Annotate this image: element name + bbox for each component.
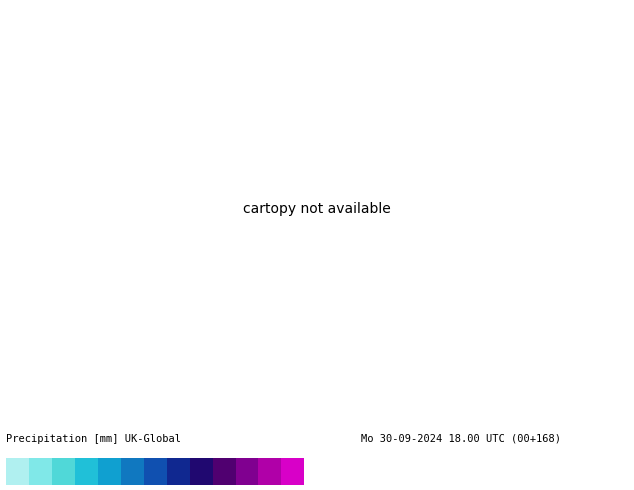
Bar [259, 458, 281, 485]
Bar [281, 458, 304, 485]
Bar [121, 458, 144, 485]
Bar [52, 458, 75, 485]
Text: cartopy not available: cartopy not available [243, 202, 391, 216]
Bar [144, 458, 167, 485]
Bar [212, 458, 236, 485]
Bar [236, 458, 259, 485]
Text: Precipitation [mm] UK-Global: Precipitation [mm] UK-Global [6, 434, 181, 443]
Text: Mo 30-09-2024 18.00 UTC (00+168): Mo 30-09-2024 18.00 UTC (00+168) [361, 434, 561, 443]
Bar [167, 458, 190, 485]
Bar [29, 458, 52, 485]
Bar [6, 458, 29, 485]
Bar [98, 458, 121, 485]
Bar [190, 458, 212, 485]
Bar [75, 458, 98, 485]
